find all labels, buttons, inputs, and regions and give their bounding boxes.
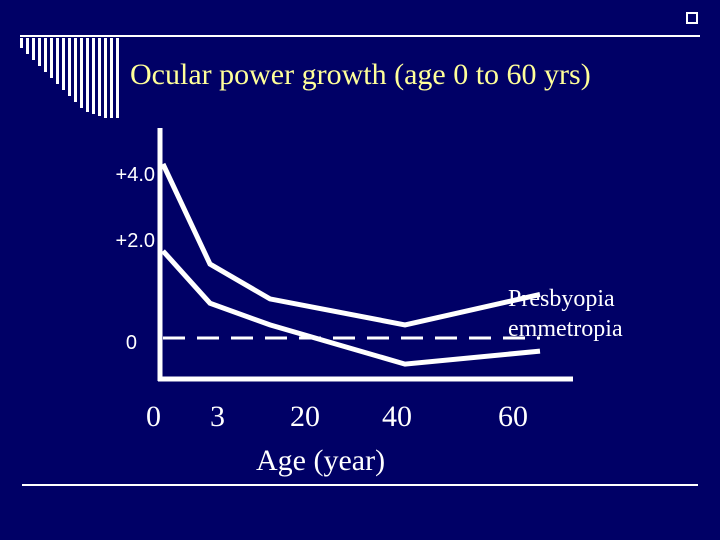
y-tick-label: 0	[125, 332, 137, 354]
x-tick-label: 40	[382, 400, 412, 433]
footer-rule	[22, 484, 698, 486]
top-right-square	[686, 12, 698, 24]
y-tick-label: +2.0	[115, 230, 155, 252]
x-tick-label: 3	[210, 400, 225, 433]
x-tick-label: 0	[146, 400, 161, 433]
y-tick-label: +4.0	[115, 164, 155, 186]
series-line-presbyopia	[160, 162, 541, 328]
chart-title: Ocular power growth (age 0 to 60 yrs)	[130, 58, 591, 91]
series-line-emmetropia	[161, 249, 541, 367]
x-tick-label: 20	[290, 400, 320, 433]
x-axis-label: Age (year)	[256, 444, 386, 477]
x-tick-label: 60	[498, 400, 528, 433]
annotation-emmetropia: emmetropia	[508, 316, 623, 342]
